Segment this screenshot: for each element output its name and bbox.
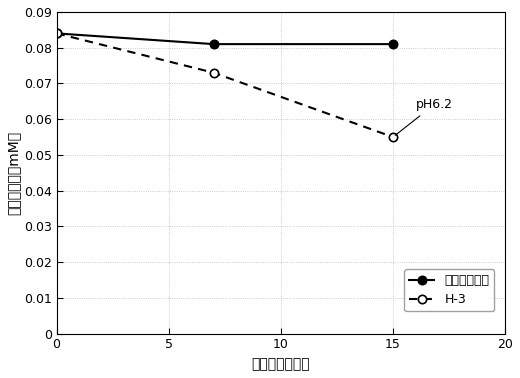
- X-axis label: 経過日数（日）: 経過日数（日）: [252, 357, 310, 371]
- H-3: [211, 70, 217, 75]
- Y-axis label: シアン濃度（mM）: シアン濃度（mM）: [7, 131, 21, 215]
- コントロール: [211, 42, 217, 46]
- コントロール: [54, 31, 60, 36]
- Line: H-3: H-3: [53, 29, 397, 141]
- Legend: コントロール, H-3: コントロール, H-3: [405, 269, 495, 311]
- H-3: [54, 31, 60, 36]
- H-3: [390, 135, 396, 139]
- Text: pH6.2: pH6.2: [395, 98, 452, 135]
- Line: コントロール: コントロール: [53, 29, 397, 48]
- コントロール: [390, 42, 396, 46]
